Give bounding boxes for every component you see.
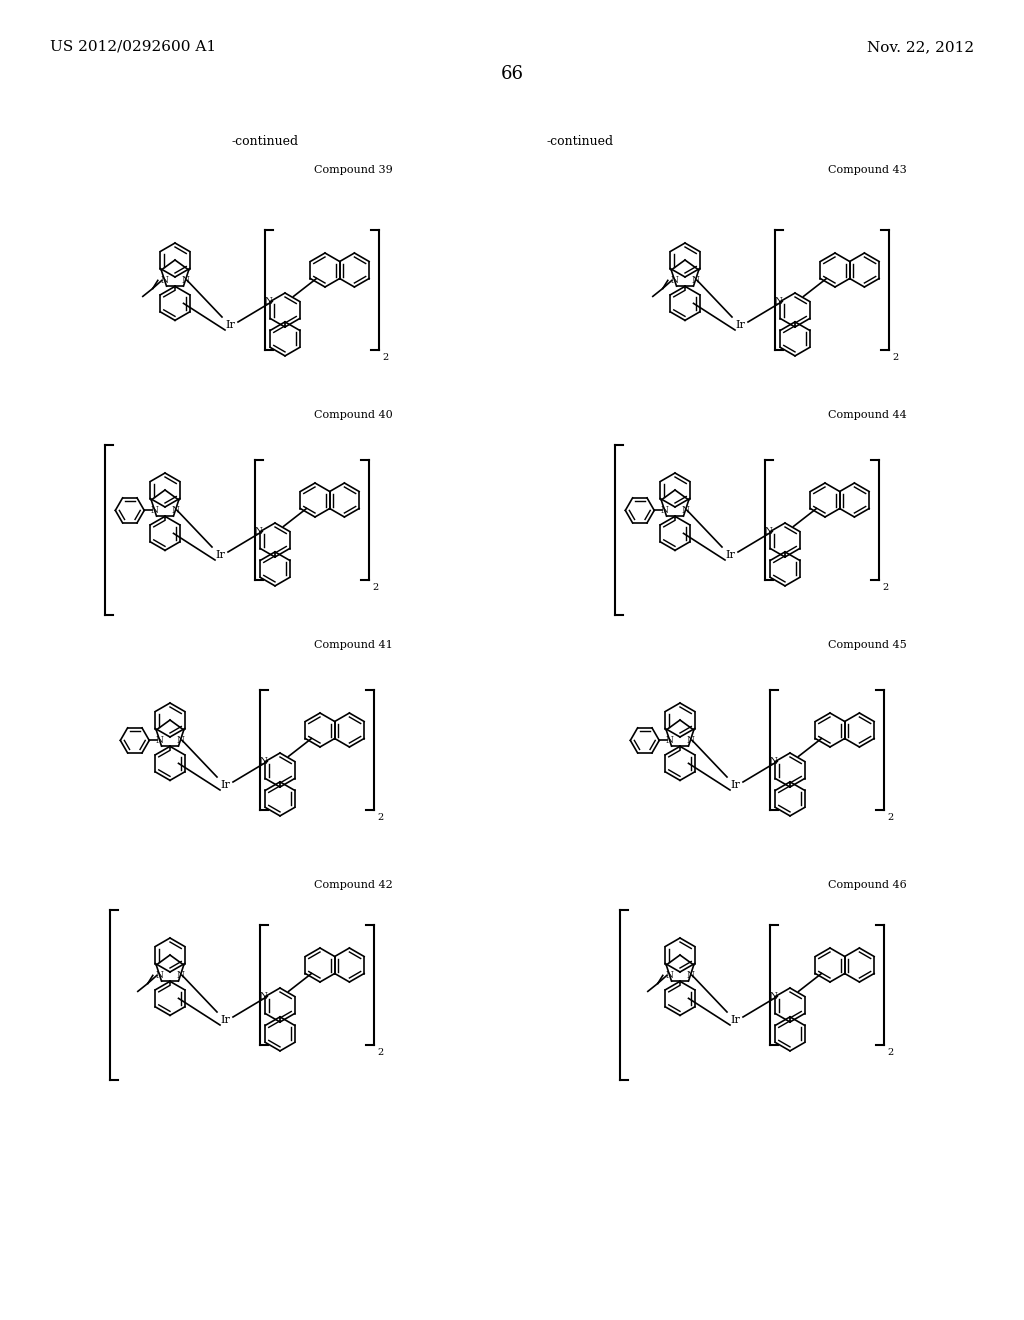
Text: N: N [686, 972, 694, 979]
Text: 2: 2 [378, 813, 384, 822]
Text: N: N [254, 527, 262, 536]
Text: Compound 46: Compound 46 [828, 880, 907, 890]
Text: N: N [176, 737, 184, 744]
Text: US 2012/0292600 A1: US 2012/0292600 A1 [50, 40, 216, 54]
Text: 2: 2 [888, 1048, 894, 1057]
Text: Compound 45: Compound 45 [828, 640, 907, 649]
Text: Compound 40: Compound 40 [314, 411, 393, 420]
Text: Ir: Ir [735, 319, 744, 330]
Text: Compound 41: Compound 41 [314, 640, 393, 649]
Text: N: N [151, 506, 159, 515]
Text: N: N [666, 972, 674, 979]
Text: 2: 2 [382, 352, 389, 362]
Text: -continued: -continued [231, 135, 299, 148]
Text: 2: 2 [892, 352, 899, 362]
Text: N: N [769, 756, 777, 766]
Text: N: N [666, 737, 674, 744]
Text: N: N [156, 737, 164, 744]
Text: Ir: Ir [730, 1015, 740, 1026]
Text: Compound 44: Compound 44 [828, 411, 907, 420]
Text: N: N [156, 972, 164, 979]
Text: N: N [264, 297, 272, 306]
Text: N: N [259, 756, 267, 766]
Text: 2: 2 [888, 813, 894, 822]
Text: N: N [681, 506, 689, 515]
Text: Ir: Ir [225, 319, 234, 330]
Text: Ir: Ir [220, 780, 230, 789]
Text: 2: 2 [883, 583, 889, 591]
Text: N: N [764, 527, 772, 536]
Text: N: N [686, 737, 694, 744]
Text: N: N [181, 276, 189, 285]
Text: 2: 2 [378, 1048, 384, 1057]
Text: N: N [259, 993, 267, 1001]
Text: Ir: Ir [730, 780, 740, 789]
Text: 66: 66 [501, 65, 523, 83]
Text: Compound 43: Compound 43 [828, 165, 907, 176]
Text: -continued: -continued [547, 135, 613, 148]
Text: N: N [176, 972, 184, 979]
Text: N: N [691, 276, 699, 285]
Text: Ir: Ir [725, 550, 735, 560]
Text: N: N [671, 276, 679, 285]
Text: Ir: Ir [215, 550, 225, 560]
Text: 2: 2 [373, 583, 379, 591]
Text: N: N [660, 506, 669, 515]
Text: N: N [171, 506, 179, 515]
Text: Compound 39: Compound 39 [314, 165, 393, 176]
Text: N: N [161, 276, 169, 285]
Text: Compound 42: Compound 42 [314, 880, 393, 890]
Text: Ir: Ir [220, 1015, 230, 1026]
Text: N: N [769, 993, 777, 1001]
Text: Nov. 22, 2012: Nov. 22, 2012 [867, 40, 974, 54]
Text: N: N [774, 297, 782, 306]
